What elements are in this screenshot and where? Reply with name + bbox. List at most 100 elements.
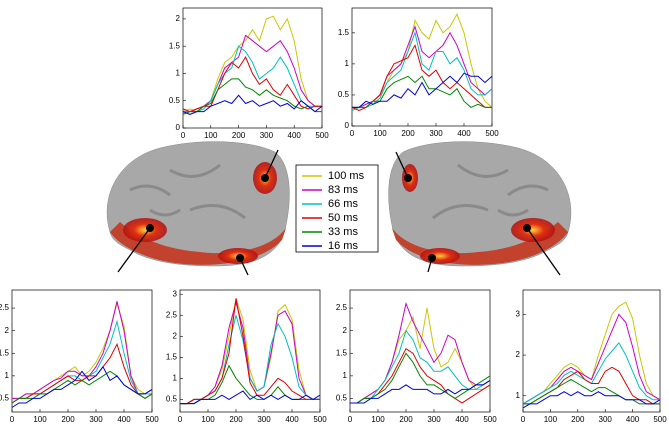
- plot-area: [349, 289, 491, 413]
- legend-label: 16 ms: [328, 240, 358, 252]
- x-tick-label: 500: [653, 415, 667, 424]
- x-tick-label: 500: [315, 131, 329, 140]
- y-tick-label: 2.5: [0, 303, 10, 312]
- plot: 0 100 200 300 400 500 0 0.5 1 1.5 2: [169, 7, 329, 140]
- y-tick-label: 1: [5, 371, 10, 380]
- plot: 0 100 200 300 400 500 0.5 1 1.5 2 2.5: [336, 289, 497, 424]
- x-tick-label: 400: [457, 129, 471, 138]
- x-tick-label: 500: [313, 415, 327, 424]
- legend-label: 50 ms: [328, 212, 358, 224]
- x-tick-label: 0: [178, 415, 183, 424]
- y-tick-label: 3: [516, 310, 521, 319]
- series-line: [350, 301, 491, 404]
- y-tick-label: 3: [173, 289, 178, 298]
- y-tick-label: 1: [345, 59, 350, 68]
- x-tick-label: 300: [429, 129, 443, 138]
- y-tick-label: 0.5: [169, 96, 181, 105]
- y-tick-label: 0.5: [336, 394, 348, 403]
- plot-area: [179, 289, 321, 413]
- x-tick-label: 300: [89, 415, 103, 424]
- x-tick-label: 200: [571, 415, 585, 424]
- legend-label: 66 ms: [328, 198, 358, 210]
- series-line: [180, 298, 320, 405]
- x-tick-label: 100: [373, 129, 387, 138]
- series-line: [182, 94, 323, 115]
- x-tick-label: 200: [61, 415, 75, 424]
- x-tick-label: 200: [401, 129, 415, 138]
- plot: 0 100 200 300 400 500 1 2 3: [516, 289, 667, 424]
- series-line: [523, 378, 660, 405]
- series-line: [351, 31, 493, 111]
- x-tick-label: 200: [399, 415, 413, 424]
- legend-label: 100 ms: [328, 170, 365, 182]
- series-line: [352, 72, 493, 108]
- x-tick-label: 100: [544, 415, 558, 424]
- legend-label: 83 ms: [328, 184, 358, 196]
- plot: 0 100 200 300 400 500 0 0.5 1 1.5: [338, 7, 499, 138]
- series-line: [11, 365, 153, 408]
- x-tick-label: 0: [521, 415, 526, 424]
- y-tick-label: 1.5: [0, 348, 10, 357]
- x-tick-label: 100: [201, 415, 215, 424]
- x-tick-label: 100: [204, 131, 218, 140]
- x-tick-label: 500: [485, 129, 499, 138]
- series-line: [182, 78, 322, 115]
- x-tick-label: 300: [260, 131, 274, 140]
- y-tick-label: 0: [345, 121, 350, 130]
- plot-area: [522, 289, 661, 413]
- connectors: [117, 149, 561, 276]
- y-tick-label: 1.5: [338, 28, 350, 37]
- y-tick-label: 2.5: [166, 310, 178, 319]
- x-tick-label: 100: [33, 415, 47, 424]
- series-line: [350, 379, 491, 404]
- x-tick-label: 0: [10, 415, 15, 424]
- y-tick-label: 1.5: [169, 41, 181, 50]
- right-brain: [388, 141, 572, 267]
- plot: 0 100 200 300 400 500 0.5 1 1.5 2 2.5: [0, 289, 159, 424]
- x-tick-label: 300: [599, 415, 613, 424]
- series-line: [350, 352, 491, 404]
- y-tick-label: 1: [516, 391, 521, 400]
- connector-dots: [146, 174, 531, 262]
- x-tick-label: 0: [350, 129, 355, 138]
- x-tick-label: 500: [145, 415, 159, 424]
- legend-label: 33 ms: [328, 226, 358, 238]
- series-line: [182, 56, 322, 113]
- series-line: [351, 44, 492, 112]
- x-tick-label: 400: [117, 415, 131, 424]
- series-line: [183, 34, 322, 113]
- x-tick-label: 400: [626, 415, 640, 424]
- y-tick-label: 1.5: [166, 352, 178, 361]
- y-tick-label: 2: [343, 326, 348, 335]
- x-tick-label: 400: [285, 415, 299, 424]
- legend: 100 ms 83 ms 66 ms 50 ms 33 ms 16 ms: [295, 164, 379, 253]
- plot-area: [182, 7, 323, 129]
- y-tick-label: 2: [176, 14, 181, 23]
- series-line: [180, 390, 321, 405]
- y-tick-label: 1.5: [336, 348, 348, 357]
- x-tick-label: 200: [232, 131, 246, 140]
- plot-area: [351, 7, 493, 127]
- y-tick-label: 0.5: [166, 394, 178, 403]
- plot-area: [11, 289, 153, 413]
- y-tick-label: 1: [343, 371, 348, 380]
- y-tick-label: 2: [516, 350, 521, 359]
- plot: 0 100 200 300 400 500 0.5 1 1.5 2 2.5 3: [166, 289, 327, 424]
- y-tick-label: 2: [5, 326, 10, 335]
- series-line: [522, 391, 661, 409]
- y-tick-label: 1: [176, 69, 181, 78]
- series-line: [12, 301, 153, 399]
- y-tick-label: 2: [173, 331, 178, 340]
- x-tick-label: 100: [371, 415, 385, 424]
- x-tick-label: 0: [348, 415, 353, 424]
- x-tick-label: 300: [427, 415, 441, 424]
- x-tick-label: 200: [229, 415, 243, 424]
- y-tick-label: 0.5: [0, 394, 10, 403]
- x-tick-label: 300: [257, 415, 271, 424]
- y-tick-label: 1: [173, 373, 178, 382]
- x-tick-label: 400: [288, 131, 302, 140]
- x-tick-label: 500: [483, 415, 497, 424]
- series-line: [350, 329, 491, 404]
- x-tick-label: 0: [181, 131, 186, 140]
